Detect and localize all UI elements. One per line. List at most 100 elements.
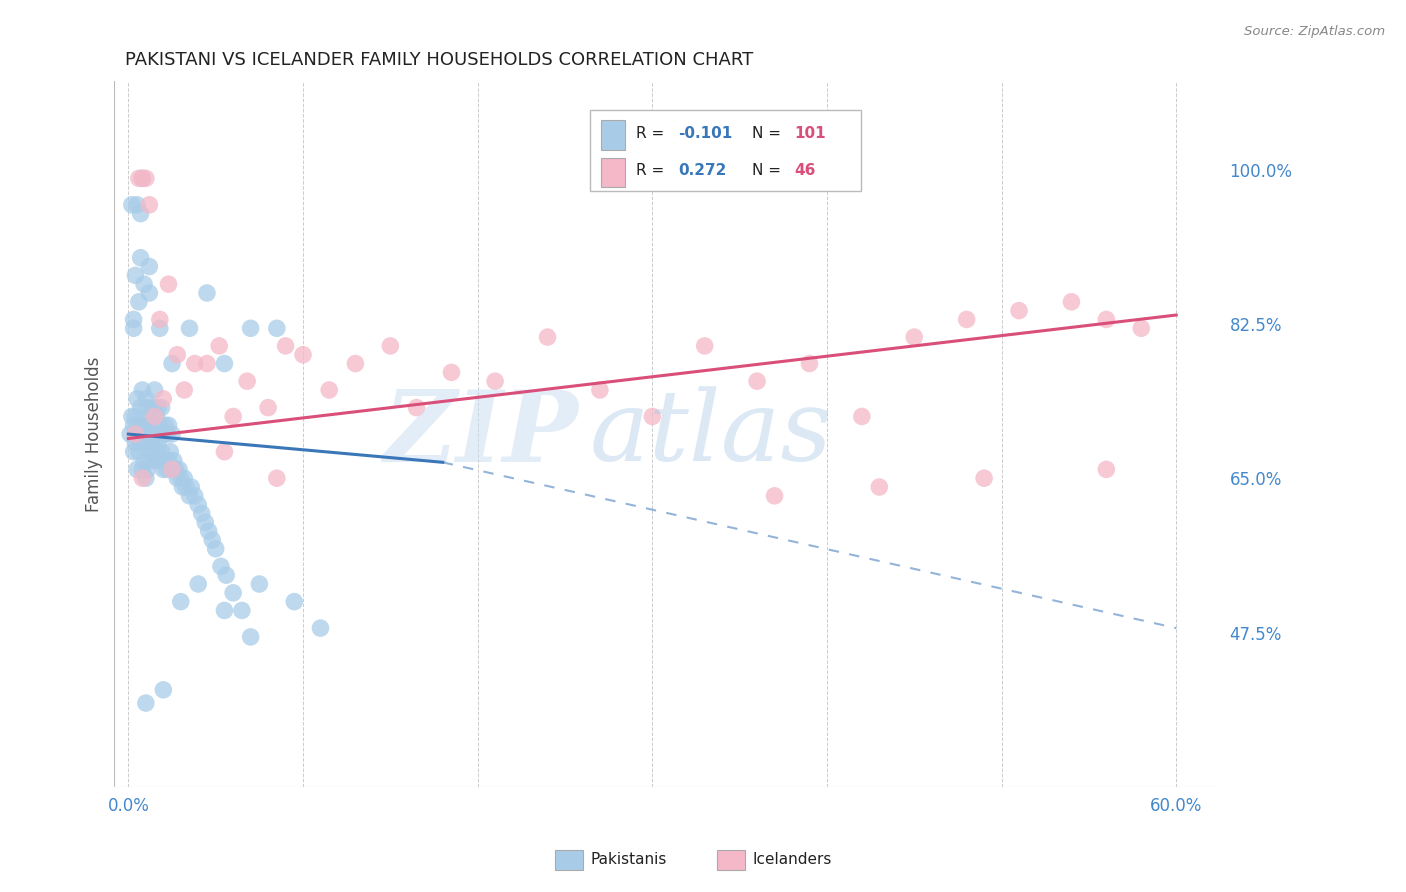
Point [239,630,262,644]
Point [215,568,238,582]
Point [128,171,150,186]
Point [145,444,167,458]
Point [166,348,188,362]
Text: PAKISTANI VS ICELANDER FAMILY HOUSEHOLDS CORRELATION CHART: PAKISTANI VS ICELANDER FAMILY HOUSEHOLDS… [125,51,754,69]
Point [165,462,187,476]
Point [214,357,236,371]
Point [127,462,149,476]
Point [143,383,166,397]
Point [138,285,160,300]
Text: ZIP: ZIP [384,386,579,483]
Point [170,594,193,608]
Text: 0.272: 0.272 [678,163,727,178]
Point [187,498,209,512]
Point [318,383,340,397]
Point [122,444,145,458]
FancyBboxPatch shape [589,110,860,191]
Point [135,696,157,710]
Point [956,312,979,326]
Point [124,268,146,283]
Point [1130,321,1153,335]
Bar [600,158,626,187]
Bar [600,120,626,150]
Point [152,392,174,406]
Point [120,427,142,442]
Point [170,471,193,485]
Point [209,559,232,574]
Point [174,480,197,494]
Point [127,392,149,406]
Point [132,418,155,433]
Point [484,374,506,388]
Point [167,462,190,476]
Point [536,330,558,344]
Point [131,427,153,442]
Point [247,577,270,591]
Point [131,383,153,397]
Point [190,507,212,521]
Text: atlas: atlas [589,386,832,482]
Point [179,489,201,503]
Point [257,401,280,415]
Point [195,285,218,300]
Point [129,206,152,220]
Text: -0.101: -0.101 [678,126,733,141]
Point [166,471,188,485]
Point [142,401,165,415]
Point [156,462,179,476]
Point [132,453,155,467]
Point [157,418,180,433]
Point [309,621,332,635]
Point [172,480,194,494]
Point [143,453,166,467]
Point [266,471,288,485]
Point [173,471,195,485]
Point [135,171,157,186]
Text: 46: 46 [794,163,815,178]
Point [344,357,367,371]
Text: R =: R = [636,163,669,178]
Point [146,401,169,415]
Point [149,453,172,467]
Text: R =: R = [636,126,669,141]
Point [160,462,183,476]
Point [159,444,181,458]
Point [128,418,150,433]
Point [146,436,169,450]
Point [160,427,183,442]
Point [851,409,873,424]
Point [121,198,143,212]
Point [149,321,172,335]
Point [149,312,172,326]
Point [152,682,174,697]
Point [201,533,224,547]
Point [138,260,160,274]
Point [194,516,217,530]
Point [745,374,768,388]
Point [222,409,245,424]
Y-axis label: Family Households: Family Households [86,357,103,512]
Point [589,383,612,397]
Text: N =: N = [752,163,786,178]
Point [283,594,305,608]
Point [152,427,174,442]
Point [136,462,159,476]
Point [1060,294,1083,309]
Point [180,480,202,494]
Text: Icelanders: Icelanders [752,853,831,867]
Point [124,409,146,424]
Point [131,462,153,476]
Text: N =: N = [752,126,786,141]
Point [135,436,157,450]
Text: 101: 101 [794,126,825,141]
Point [136,401,159,415]
Point [138,418,160,433]
Point [763,489,786,503]
Point [405,401,427,415]
Point [1095,462,1118,476]
Point [160,462,183,476]
Point [129,436,152,450]
Point [157,453,180,467]
Point [204,541,226,556]
Point [131,171,153,186]
